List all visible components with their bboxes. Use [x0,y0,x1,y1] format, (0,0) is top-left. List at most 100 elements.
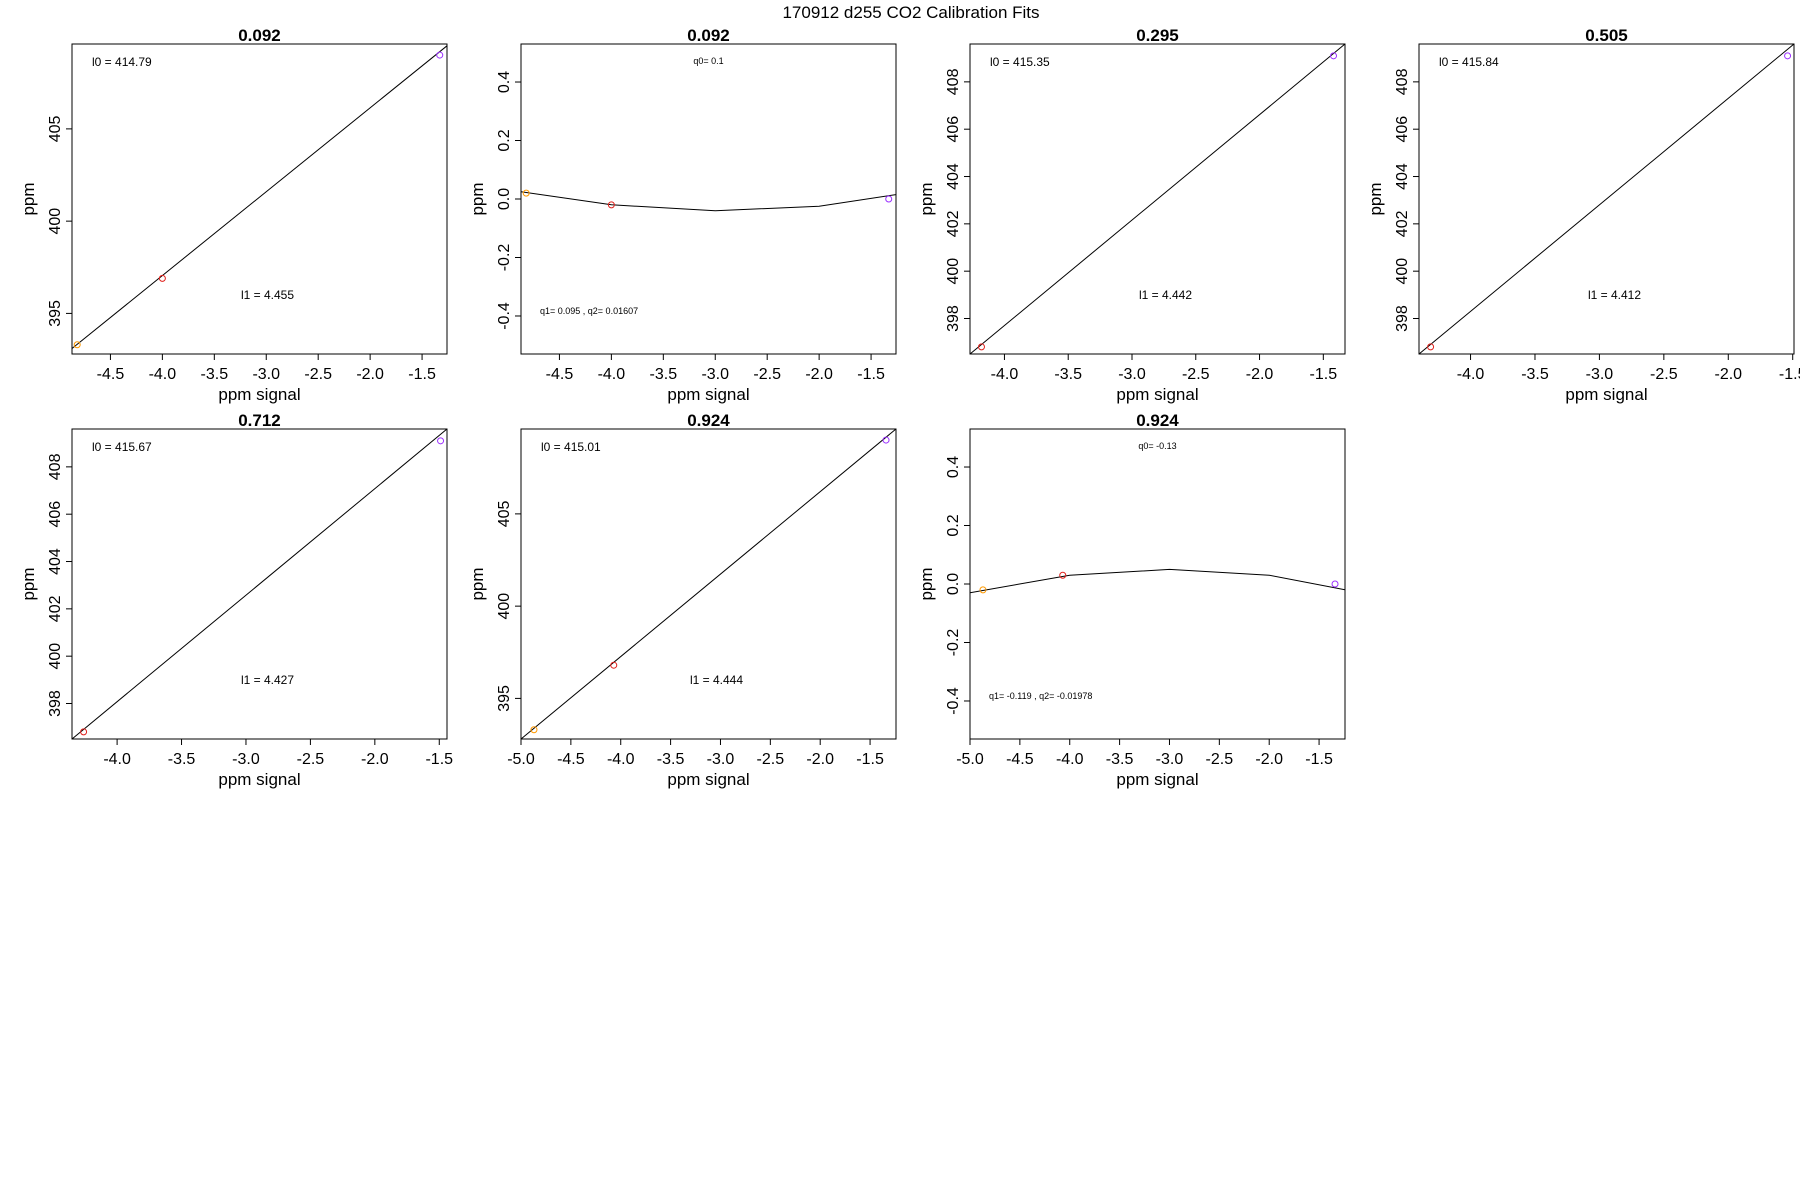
y-tick-label: 406 [47,501,64,528]
x-axis-ticks: -4.0 -3.5 -3.0 -2.5 -2.0 -1.5 [991,354,1338,383]
data-point [1784,52,1792,60]
x-tick-label: -1.5 [857,366,885,383]
x-axis-ticks: -4.5 -4.0 -3.5 -3.0 -2.5 -2.0 -1.5 [546,354,885,383]
x-tick-label: -3.0 [707,751,735,768]
y-axis-label: ppm [19,182,38,215]
y-tick-label: 398 [1394,305,1411,332]
data-point [80,728,88,736]
y-tick-label: 0.2 [496,129,513,151]
x-tick-label: -5.0 [507,751,535,768]
y-tick-label: -0.2 [945,629,962,657]
x-tick-label: -4.0 [991,366,1019,383]
x-axis-label: ppm signal [1116,385,1198,404]
x-tick-label: -1.5 [1310,366,1338,383]
x-axis-label: ppm signal [667,385,749,404]
y-tick-label: -0.4 [496,302,513,330]
y-tick-label: 404 [1394,163,1411,190]
data-point [437,437,445,445]
fit-annotation: l0 = 415.84 [1439,55,1499,69]
plot-data [1419,44,1794,354]
x-tick-label: -3.5 [1521,366,1549,383]
x-tick-label: -1.5 [856,751,884,768]
data-point [1427,343,1435,351]
y-axis-label: ppm [468,567,487,600]
x-tick-label: -2.0 [356,366,384,383]
x-tick-label: -2.0 [806,751,834,768]
data-point [882,436,890,444]
chart-title: 0.092 [238,26,281,45]
y-tick-label: 406 [1394,116,1411,143]
x-tick-label: -3.5 [201,366,229,383]
y-axis-ticks: -0.4 -0.2 0.0 0.2 0.4 [945,456,970,715]
chart-title: 0.712 [238,411,281,430]
x-tick-label: -2.0 [805,366,833,383]
fit-line [72,45,447,349]
panels-container: 0.092 -4.5 -4.0 -3.5 -3.0 -2.5 -2.0 -1.5 ppm sig… [19,26,1800,789]
plot-data [970,44,1345,354]
data-point [436,51,444,59]
y-axis-label: ppm [468,182,487,215]
data-point [977,343,985,351]
fit-annotation: q1= -0.119 , q2= -0.01978 [989,691,1092,701]
data-point [522,189,530,197]
y-tick-label: 405 [496,500,513,527]
x-tick-label: -2.5 [304,366,332,383]
x-tick-label: -3.5 [657,751,685,768]
data-point [530,726,538,734]
data-point [1331,580,1339,588]
chart-panel-7: 0.924 -5.0 -4.5 -4.0 -3.5 -3.0 -2.5 -2.0 -1.5 ppm… [917,411,1346,789]
x-tick-label: -1.5 [425,751,453,768]
y-axis-ticks: 398 400 402 404 406 408 [47,453,72,717]
y-axis-label: ppm [19,567,38,600]
x-axis-label: ppm signal [218,385,300,404]
x-tick-label: -4.5 [97,366,125,383]
plot-data [970,568,1345,594]
x-axis-ticks: -4.5 -4.0 -3.5 -3.0 -2.5 -2.0 -1.5 [97,354,436,383]
plot-frame [520,428,897,740]
x-tick-label: -2.5 [1650,366,1678,383]
fit-annotation: q0= -0.13 [1138,441,1176,451]
y-axis-label: ppm [1366,182,1385,215]
x-axis-ticks: -4.0 -3.5 -3.0 -2.5 -2.0 -1.5 [1457,354,1800,383]
x-axis-ticks: -5.0 -4.5 -4.0 -3.5 -3.0 -2.5 -2.0 -1.5 [507,739,884,768]
y-tick-label: 402 [1394,210,1411,237]
x-tick-label: -2.5 [757,751,785,768]
data-point [607,201,615,209]
x-tick-label: -2.0 [1255,751,1283,768]
chart-panel-1: 0.092 -4.5 -4.0 -3.5 -3.0 -2.5 -2.0 -1.5 ppm sig… [19,26,448,404]
x-axis-ticks: -5.0 -4.5 -4.0 -3.5 -3.0 -2.5 -2.0 -1.5 [956,739,1333,768]
x-tick-label: -3.0 [252,366,280,383]
fit-annotation: l1 = 4.444 [690,673,743,687]
y-axis-label: ppm [917,567,936,600]
y-tick-label: 404 [945,163,962,190]
data-point [1330,52,1338,60]
fit-line [970,44,1345,354]
y-tick-label: 404 [47,548,64,575]
chart-title: 0.092 [687,26,730,45]
fit-annotation: l1 = 4.412 [1588,288,1641,302]
chart-panel-5: 0.712 -4.0 -3.5 -3.0 -2.5 -2.0 -1.5 ppm signal 3… [19,411,453,789]
plot-frame [71,43,448,355]
fit-annotation: l0 = 415.35 [990,55,1050,69]
y-axis-ticks: 395 400 405 [47,115,72,327]
x-tick-label: -2.5 [1206,751,1234,768]
y-tick-label: 0.0 [945,573,962,595]
data-point [610,661,618,669]
x-tick-label: -4.0 [1056,751,1084,768]
y-tick-label: 400 [47,643,64,670]
plot-data [72,45,447,349]
x-tick-label: -2.0 [361,751,389,768]
y-axis-label: ppm [917,182,936,215]
y-axis-ticks: -0.4 -0.2 0.0 0.2 0.4 [496,71,521,330]
y-tick-label: 408 [945,68,962,95]
fit-line [72,429,447,739]
x-tick-label: -3.5 [1106,751,1134,768]
fit-line [521,191,896,212]
plot-frame [1418,43,1795,355]
y-tick-label: 400 [1394,258,1411,285]
x-tick-label: -3.5 [1054,366,1082,383]
fit-annotation: l0 = 415.67 [92,440,152,454]
data-point [158,274,166,282]
y-tick-label: 395 [47,300,64,327]
